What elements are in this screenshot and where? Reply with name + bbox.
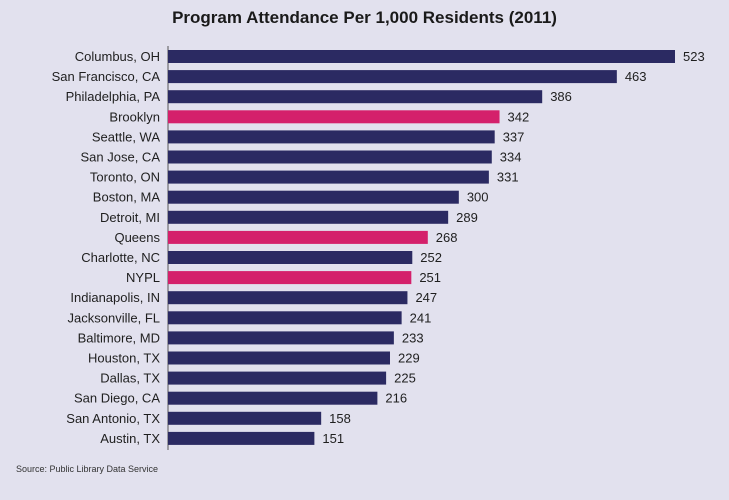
category-label: Seattle, WA	[92, 129, 160, 144]
value-label: 523	[683, 49, 705, 64]
value-label: 229	[398, 351, 420, 366]
value-label: 151	[322, 431, 344, 446]
category-label: NYPL	[126, 270, 160, 285]
category-label: Austin, TX	[100, 431, 160, 446]
category-label: Toronto, ON	[90, 170, 160, 185]
category-label: Indianapolis, IN	[70, 290, 160, 305]
value-label: 225	[394, 371, 416, 386]
value-label: 463	[625, 69, 647, 84]
value-label: 342	[508, 109, 530, 124]
category-label: Queens	[114, 230, 160, 245]
category-label: Charlotte, NC	[81, 250, 160, 265]
value-label: 216	[385, 391, 407, 406]
bar-seattle-wa	[168, 130, 495, 144]
bar-charlotte-nc	[168, 251, 413, 264]
value-label: 158	[329, 411, 351, 426]
bar-san-antonio-tx	[168, 411, 322, 425]
category-label: San Diego, CA	[74, 391, 160, 406]
bar-san-francisco-ca	[168, 70, 617, 84]
value-label: 247	[415, 290, 437, 305]
value-label: 251	[419, 270, 441, 285]
bar-columbus-oh	[168, 50, 675, 63]
category-label: Jacksonville, FL	[68, 310, 160, 325]
bar-houston-tx	[168, 351, 390, 365]
category-label: Detroit, MI	[100, 210, 160, 225]
bar-brooklyn	[168, 110, 500, 124]
category-label: Brooklyn	[109, 109, 160, 124]
category-label: Dallas, TX	[100, 371, 160, 386]
bar-jacksonville-fl	[168, 311, 402, 325]
category-label: San Jose, CA	[81, 150, 161, 165]
value-label: 252	[420, 250, 442, 265]
category-label: Boston, MA	[93, 190, 161, 205]
bar-austin-tx	[168, 431, 315, 445]
value-label: 337	[503, 129, 525, 144]
value-label: 289	[456, 210, 478, 225]
bar-baltimore-md	[168, 331, 394, 345]
bar-san-jose-ca	[168, 150, 492, 164]
value-label: 233	[402, 330, 424, 345]
category-label: Baltimore, MD	[78, 330, 160, 345]
category-label: San Francisco, CA	[52, 69, 161, 84]
value-label: 334	[500, 150, 522, 165]
value-label: 300	[467, 190, 489, 205]
category-label: Houston, TX	[88, 351, 160, 366]
bar-indianapolis-in	[168, 291, 408, 305]
bar-boston-ma	[168, 190, 459, 204]
category-label: Columbus, OH	[75, 49, 160, 64]
value-label: 386	[550, 89, 572, 104]
bar-philadelphia-pa	[168, 90, 543, 104]
bar-detroit-mi	[168, 210, 449, 224]
source-note: Source: Public Library Data Service	[16, 464, 159, 474]
value-label: 268	[436, 230, 458, 245]
bar-queens	[168, 230, 428, 244]
bar-nypl	[168, 271, 412, 285]
value-label: 331	[497, 170, 519, 185]
category-label: Philadelphia, PA	[66, 89, 161, 104]
chart-title: Program Attendance Per 1,000 Residents (…	[172, 8, 557, 27]
category-label: San Antonio, TX	[66, 411, 160, 426]
bar-dallas-tx	[168, 371, 387, 385]
value-label: 241	[410, 310, 432, 325]
bar-san-diego-ca	[168, 391, 378, 405]
bar-toronto-on	[168, 170, 489, 184]
